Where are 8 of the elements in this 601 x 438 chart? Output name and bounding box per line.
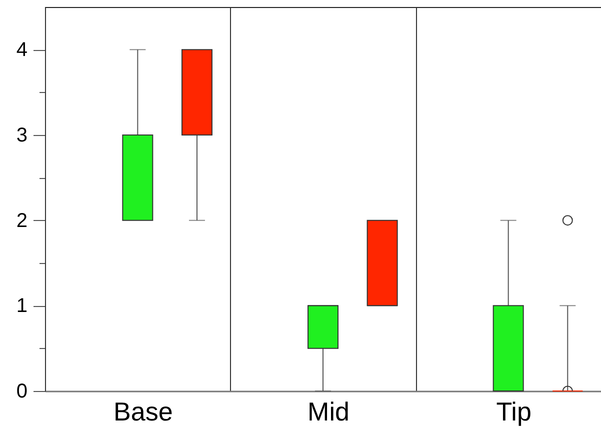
x-tick-label: Mid xyxy=(308,396,350,426)
x-tick-label: Base xyxy=(114,396,173,426)
x-tick-label: Tip xyxy=(496,396,532,426)
y-tick-label: 4 xyxy=(16,39,28,62)
y-tick-label: 1 xyxy=(16,295,28,318)
y-tick-label: 2 xyxy=(16,210,28,232)
y-tick-label: 0 xyxy=(16,380,28,402)
y-tick-label: 3 xyxy=(16,124,28,146)
